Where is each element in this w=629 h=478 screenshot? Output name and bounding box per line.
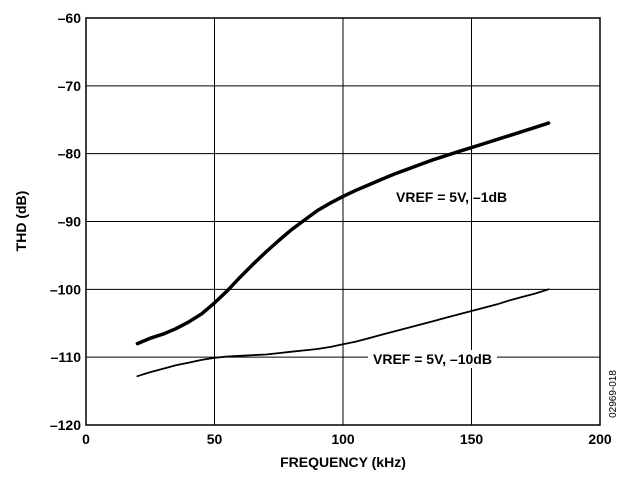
series-label-1: VREF = 5V, –1dB (396, 189, 507, 205)
tick-layer: 0 50 100 150 200 –60 –70 –80 –90 –100 –110 –120 (50, 10, 612, 447)
y-tick-label: –90 (58, 214, 82, 230)
series-line-1 (135, 121, 551, 346)
grid-layer (86, 18, 600, 425)
x-tick-label: 200 (588, 431, 612, 447)
y-tick-label: –80 (58, 146, 82, 162)
y-tick-label: –60 (58, 10, 82, 26)
series-label-background (368, 350, 497, 368)
plot-frame (85, 17, 601, 426)
x-tick-label: 100 (331, 431, 355, 447)
y-axis-title: THD (dB) (13, 191, 29, 252)
x-tick-label: 150 (460, 431, 484, 447)
figure-id: 02969-018 (608, 370, 619, 418)
series-line-2 (136, 288, 550, 378)
x-axis-title: FREQUENCY (kHz) (280, 454, 406, 470)
series-label-2: VREF = 5V, –10dB (373, 351, 492, 367)
y-tick-label: –120 (50, 417, 81, 433)
x-tick-label: 50 (207, 431, 223, 447)
y-tick-label: –70 (58, 78, 82, 94)
x-tick-label: 0 (82, 431, 90, 447)
series-layer (135, 121, 551, 378)
label-layer: VREF = 5V, –1dB VREF = 5V, –10dB (368, 189, 507, 368)
y-tick-label: –110 (51, 349, 82, 365)
y-tick-label: –100 (50, 281, 81, 297)
